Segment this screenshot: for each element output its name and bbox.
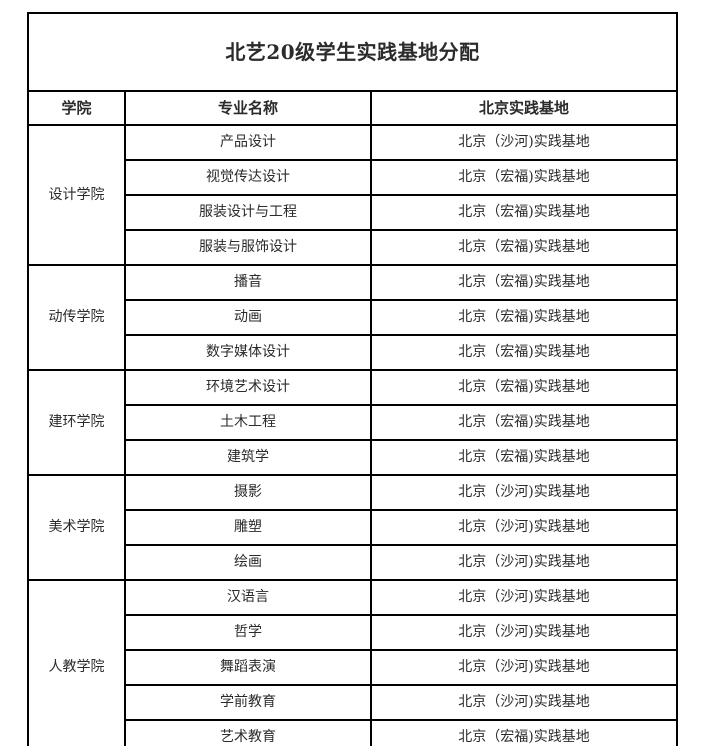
college-cell: 动传学院 [27, 264, 126, 371]
table-row: 学前教育 北京（沙河)实践基地 [28, 684, 679, 721]
base-cell: 北京（宏福)实践基地 [369, 299, 679, 336]
base-cell: 北京（宏福)实践基地 [369, 229, 679, 266]
base-cell: 北京（沙河)实践基地 [369, 474, 679, 511]
major-cell: 绘画 [124, 544, 372, 581]
base-cell: 北京（沙河)实践基地 [369, 124, 679, 161]
major-cell: 产品设计 [124, 124, 372, 161]
table-title: 北艺20级学生实践基地分配 [26, 12, 679, 92]
column-header-college: 学院 [27, 90, 126, 126]
table-row: 动画 北京（宏福)实践基地 [28, 299, 679, 336]
table-row: 动传学院 播音 北京（宏福)实践基地 [27, 264, 679, 371]
major-cell: 服装与服饰设计 [124, 229, 372, 266]
table-row: 建环学院 环境艺术设计 北京（宏福)实践基地 [27, 369, 679, 476]
base-cell: 北京（沙河)实践基地 [369, 614, 679, 651]
column-header-base: 北京实践基地 [369, 90, 679, 126]
college-cell: 设计学院 [27, 124, 126, 266]
major-cell: 播音 [124, 264, 372, 301]
table-head: 北艺20级学生实践基地分配 学院 专业名称 北京实践基地 [26, 12, 679, 126]
header-row: 学院 专业名称 北京实践基地 [27, 90, 679, 126]
major-cell: 建筑学 [124, 439, 372, 476]
table-row: 人教学院 汉语言 北京（沙河)实践基地 [27, 579, 679, 746]
table-row: 服装与服饰设计 北京（宏福)实践基地 [28, 229, 679, 266]
major-cell: 汉语言 [124, 579, 372, 616]
table-row: 服装设计与工程 北京（宏福)实践基地 [28, 194, 679, 231]
base-cell: 北京（宏福)实践基地 [369, 719, 679, 746]
college-cell: 人教学院 [27, 579, 126, 746]
table-row: 土木工程 北京（宏福)实践基地 [28, 404, 679, 441]
major-cell: 哲学 [124, 614, 372, 651]
college-cell: 建环学院 [27, 369, 126, 476]
major-cell: 数字媒体设计 [124, 334, 372, 371]
table-body: 设计学院 产品设计 北京（沙河)实践基地 视觉传达设计 北京（宏福)实践基地 服装设计与工… [27, 124, 679, 746]
table-row: 视觉传达设计 北京（宏福)实践基地 [28, 159, 679, 196]
base-cell: 北京（沙河)实践基地 [369, 544, 679, 581]
table-row: 设计学院 产品设计 北京（沙河)实践基地 [27, 124, 679, 266]
college-cell: 美术学院 [27, 474, 126, 581]
major-cell: 动画 [124, 299, 372, 336]
table-row: 数字媒体设计 北京（宏福)实践基地 [28, 334, 679, 371]
base-cell: 北京（宏福)实践基地 [369, 194, 679, 231]
base-cell: 北京（沙河)实践基地 [369, 684, 679, 721]
base-cell: 北京（宏福)实践基地 [369, 404, 679, 441]
table-row: 绘画 北京（沙河)实践基地 [28, 544, 679, 581]
table-row: 美术学院 摄影 北京（沙河)实践基地 [27, 474, 679, 581]
base-cell: 北京（沙河)实践基地 [369, 509, 679, 546]
practice-base-table: 北艺20级学生实践基地分配 学院 专业名称 北京实践基地 设计学院 产品设计 北京（… [26, 12, 679, 746]
major-cell: 学前教育 [124, 684, 372, 721]
column-header-major: 专业名称 [124, 90, 372, 126]
major-cell: 环境艺术设计 [124, 369, 372, 406]
title-row: 北艺20级学生实践基地分配 [26, 12, 679, 92]
major-cell: 艺术教育 [124, 719, 372, 746]
table-row: 艺术教育 北京（宏福)实践基地 [28, 719, 679, 746]
base-cell: 北京（宏福)实践基地 [369, 334, 679, 371]
major-cell: 服装设计与工程 [124, 194, 372, 231]
major-cell: 摄影 [124, 474, 372, 511]
table-row: 舞蹈表演 北京（沙河)实践基地 [28, 649, 679, 686]
base-cell: 北京（沙河)实践基地 [369, 579, 679, 616]
base-cell: 北京（宏福)实践基地 [369, 264, 679, 301]
table-row: 建筑学 北京（宏福)实践基地 [28, 439, 679, 476]
major-cell: 舞蹈表演 [124, 649, 372, 686]
table-row: 雕塑 北京（沙河)实践基地 [28, 509, 679, 546]
base-cell: 北京（沙河)实践基地 [369, 649, 679, 686]
table-row: 哲学 北京（沙河)实践基地 [28, 614, 679, 651]
base-cell: 北京（宏福)实践基地 [369, 159, 679, 196]
base-cell: 北京（宏福)实践基地 [369, 369, 679, 406]
major-cell: 雕塑 [124, 509, 372, 546]
major-cell: 土木工程 [124, 404, 372, 441]
base-cell: 北京（宏福)实践基地 [369, 439, 679, 476]
major-cell: 视觉传达设计 [124, 159, 372, 196]
